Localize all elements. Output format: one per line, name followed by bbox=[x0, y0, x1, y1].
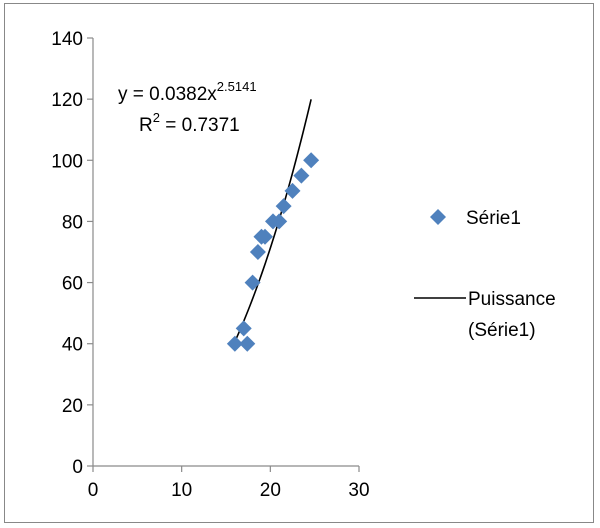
data-point-diamond bbox=[284, 182, 301, 199]
y-tick-label: 20 bbox=[62, 396, 83, 417]
data-point-diamond bbox=[271, 213, 288, 230]
axis-ticks: 0 20 40 60 80 100 120 140 0 10 20 30 bbox=[51, 29, 369, 501]
legend-diamond-marker bbox=[430, 209, 446, 225]
axes bbox=[92, 38, 359, 467]
equation-text: y = 0.0382x2.5141 bbox=[118, 79, 257, 105]
data-point-diamond bbox=[239, 335, 256, 352]
legend-trendline-label-line1: Puissance bbox=[468, 289, 556, 310]
data-point-diamond bbox=[244, 274, 261, 291]
y-tick-label: 120 bbox=[51, 90, 83, 111]
y-tick-label: 140 bbox=[51, 29, 83, 50]
trendline-group bbox=[234, 99, 312, 342]
data-point-diamond bbox=[226, 335, 243, 352]
x-tick-label: 30 bbox=[348, 480, 369, 501]
series-points bbox=[226, 152, 320, 352]
y-tick-label: 60 bbox=[62, 274, 83, 295]
power-trendline bbox=[234, 99, 312, 342]
data-point-diamond bbox=[303, 152, 320, 169]
x-tick-label: 10 bbox=[171, 480, 192, 501]
data-point-diamond bbox=[235, 320, 252, 337]
data-point-diamond bbox=[275, 198, 292, 215]
y-tick-label: 100 bbox=[51, 151, 83, 172]
trendline-equation: y = 0.0382x2.5141 R2 = 0.7371 bbox=[118, 79, 257, 136]
x-tick-label: 20 bbox=[260, 480, 281, 501]
data-point-diamond bbox=[257, 228, 274, 245]
chart-area bbox=[4, 3, 594, 523]
data-point-diamond bbox=[249, 244, 266, 260]
legend-series-label: Série1 bbox=[466, 208, 521, 229]
data-point-diamond bbox=[293, 167, 310, 184]
r-squared-text: R2 = 0.7371 bbox=[139, 110, 240, 136]
x-tick-label: 0 bbox=[88, 480, 99, 501]
y-tick-label: 40 bbox=[62, 335, 83, 356]
legend-trendline-label-line2: (Série1) bbox=[468, 320, 536, 341]
y-tick-label: 80 bbox=[62, 212, 83, 233]
y-tick-label: 0 bbox=[72, 457, 83, 478]
legend: Série1 Puissance (Série1) bbox=[414, 208, 556, 341]
